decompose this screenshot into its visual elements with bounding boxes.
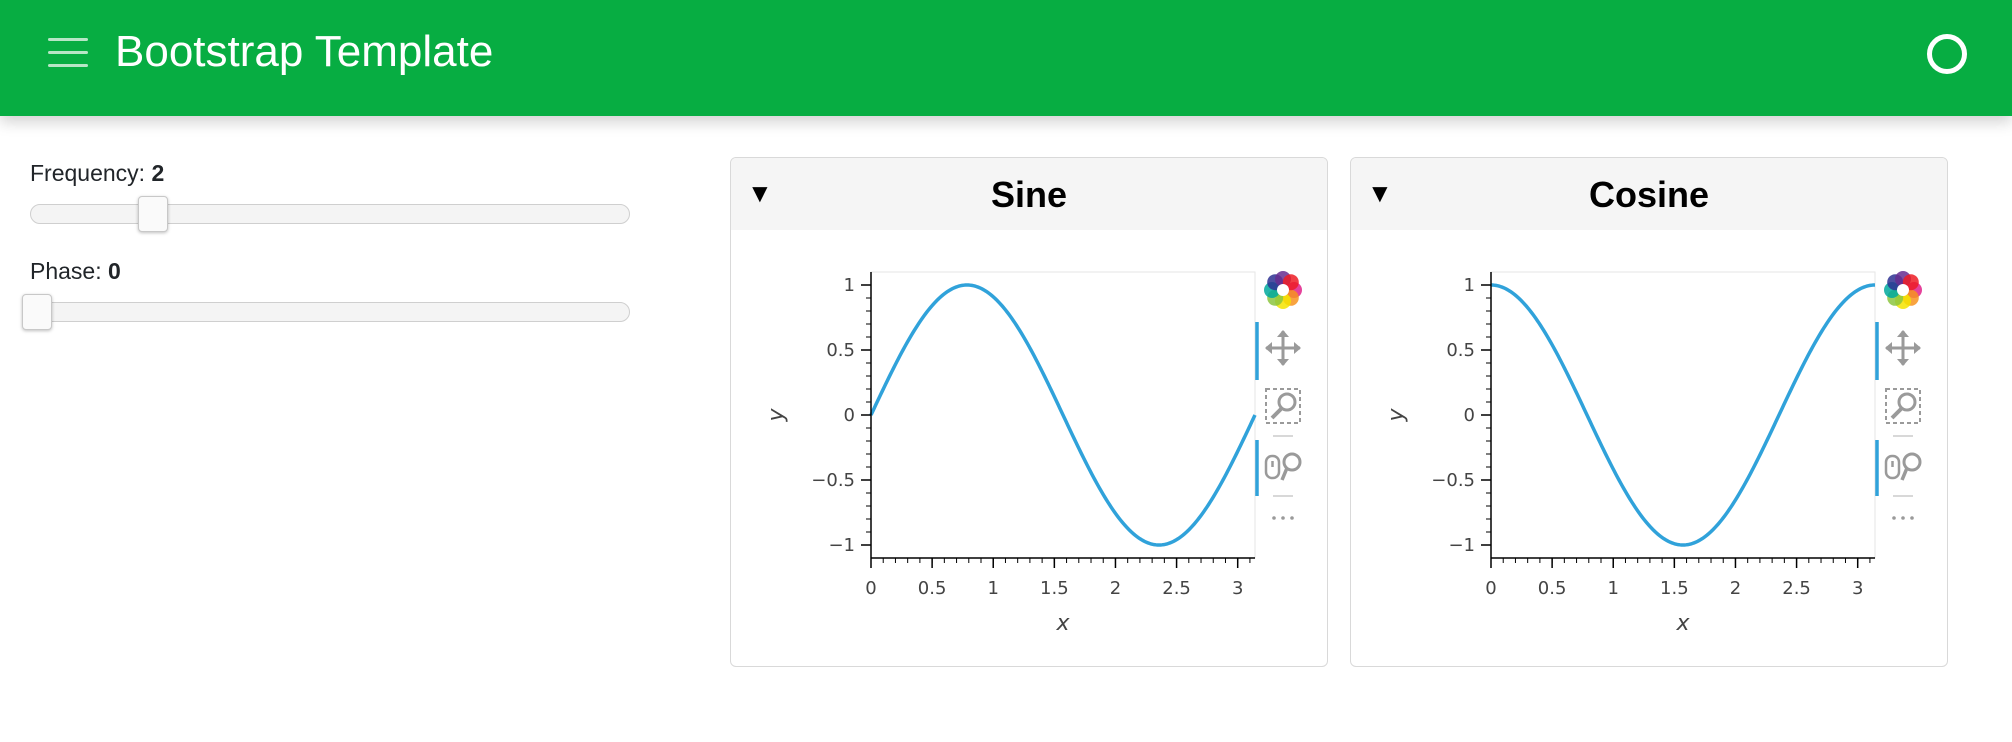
wheel-lens-handle xyxy=(1900,467,1909,481)
sine-plot[interactable]: 0 0.5 1 1.5 2 2.5 3 1 0.5 0 −0.5 −1 x y xyxy=(731,230,1328,666)
more-dot xyxy=(1910,516,1914,520)
y-tick-label: 1 xyxy=(844,275,855,296)
y-tick-label: 0.5 xyxy=(826,340,855,361)
phase-slider-track[interactable] xyxy=(30,302,630,322)
app-title: Bootstrap Template xyxy=(115,27,494,76)
logo-center xyxy=(1897,284,1909,296)
sine-card-title: Sine xyxy=(990,174,1068,215)
y-axis-label: y xyxy=(1384,408,1409,423)
phase-slider-handle[interactable] xyxy=(22,294,52,330)
x-axis-label: x xyxy=(1675,611,1690,636)
zoom-handle xyxy=(1270,407,1283,420)
logo-center xyxy=(1277,284,1289,296)
x-tick-label: 0.5 xyxy=(918,578,947,599)
x-tick-label: 0 xyxy=(1485,578,1496,599)
frequency-label-text: Frequency: xyxy=(30,160,146,186)
phase-label: Phase: 0 xyxy=(30,258,632,285)
bokeh-logo-icon xyxy=(1264,271,1302,309)
x-tick-label: 1 xyxy=(1608,578,1619,599)
wheel-lens xyxy=(1282,452,1302,472)
mouse-body xyxy=(1264,454,1281,480)
wheel-lens-handle xyxy=(1280,467,1289,481)
sine-card-collapse-toggle[interactable]: ▼ xyxy=(747,178,773,208)
frequency-slider-handle[interactable] xyxy=(137,196,168,232)
sidebar: Frequency: 2 Phase: 0 xyxy=(22,160,632,356)
x-tick-label: 1.5 xyxy=(1040,578,1069,599)
phase-value: 0 xyxy=(108,258,121,284)
x-tick-label: 1 xyxy=(988,578,999,599)
y-tick-label: 0 xyxy=(844,405,855,426)
more-dot xyxy=(1281,516,1285,520)
plot-frame xyxy=(1490,271,1876,559)
more-dot xyxy=(1290,516,1294,520)
y-tick-label: 0 xyxy=(1464,405,1475,426)
y-tick-label: −1 xyxy=(828,535,855,556)
wheel-lens xyxy=(1902,452,1922,472)
y-tick-label: −1 xyxy=(1448,535,1475,556)
cosine-card-header: ▼ Cosine xyxy=(1351,158,1947,230)
app-header: Bootstrap Template xyxy=(0,0,2012,116)
x-tick-label: 2 xyxy=(1730,578,1741,599)
frequency-slider-track[interactable] xyxy=(30,204,630,224)
wheel-zoom-icon xyxy=(1264,452,1302,481)
cosine-plot[interactable]: 0 0.5 1 1.5 2 2.5 3 1 0.5 0 −0.5 −1 x y xyxy=(1351,230,1948,666)
more-dot xyxy=(1901,516,1905,520)
more-icon xyxy=(1892,516,1914,520)
menu-toggle-icon[interactable] xyxy=(48,36,88,70)
x-axis-label: x xyxy=(1055,611,1070,636)
box-zoom-icon xyxy=(1265,388,1301,424)
zoom-box xyxy=(1265,388,1301,424)
zoom-handle xyxy=(1890,407,1903,420)
frequency-value: 2 xyxy=(151,160,165,186)
cosine-card-title: Cosine xyxy=(1588,174,1710,215)
mouse-body xyxy=(1884,454,1901,480)
more-icon xyxy=(1272,516,1294,520)
x-tick-label: 0.5 xyxy=(1538,578,1567,599)
x-tick-label: 2.5 xyxy=(1162,578,1191,599)
more-dot xyxy=(1892,516,1896,520)
zoom-lens xyxy=(1277,392,1297,412)
phase-label-text: Phase: xyxy=(30,258,102,284)
box-zoom-icon xyxy=(1885,388,1921,424)
zoom-box xyxy=(1885,388,1921,424)
cosine-card: ▼ Cosine 0 0.5 1 1.5 2 2.5 3 1 0.5 0 −0.5 −1 x y xyxy=(1350,157,1948,667)
cos-line xyxy=(1490,283,1876,547)
sine-card-header: ▼ Sine xyxy=(731,158,1327,230)
y-axis-label: y xyxy=(764,408,789,423)
wheel-zoom-icon xyxy=(1884,452,1922,481)
busy-indicator-icon xyxy=(1927,34,1967,74)
bokeh-logo-icon xyxy=(1884,271,1922,309)
more-dot xyxy=(1272,516,1276,520)
x-tick-label: 1.5 xyxy=(1660,578,1689,599)
x-tick-label: 3 xyxy=(1852,578,1863,599)
frequency-slider-block: Frequency: 2 xyxy=(30,160,632,258)
y-tick-label: −0.5 xyxy=(1431,470,1475,491)
x-tick-label: 2.5 xyxy=(1782,578,1811,599)
x-tick-label: 2 xyxy=(1110,578,1121,599)
sine-card: ▼ Sine 0 0.5 1 1.5 2 2.5 3 1 0.5 0 −0.5 −1 x y xyxy=(730,157,1328,667)
frequency-label: Frequency: 2 xyxy=(30,160,632,187)
y-tick-label: −0.5 xyxy=(811,470,855,491)
sin-line xyxy=(869,283,1257,547)
x-tick-label: 3 xyxy=(1232,578,1243,599)
x-tick-label: 0 xyxy=(865,578,876,599)
y-tick-label: 0.5 xyxy=(1446,340,1475,361)
cosine-card-collapse-toggle[interactable]: ▼ xyxy=(1367,178,1393,208)
y-tick-label: 1 xyxy=(1464,275,1475,296)
phase-slider-block: Phase: 0 xyxy=(22,258,632,356)
zoom-lens xyxy=(1897,392,1917,412)
pan-icon xyxy=(1885,330,1921,366)
pan-icon xyxy=(1265,330,1301,366)
